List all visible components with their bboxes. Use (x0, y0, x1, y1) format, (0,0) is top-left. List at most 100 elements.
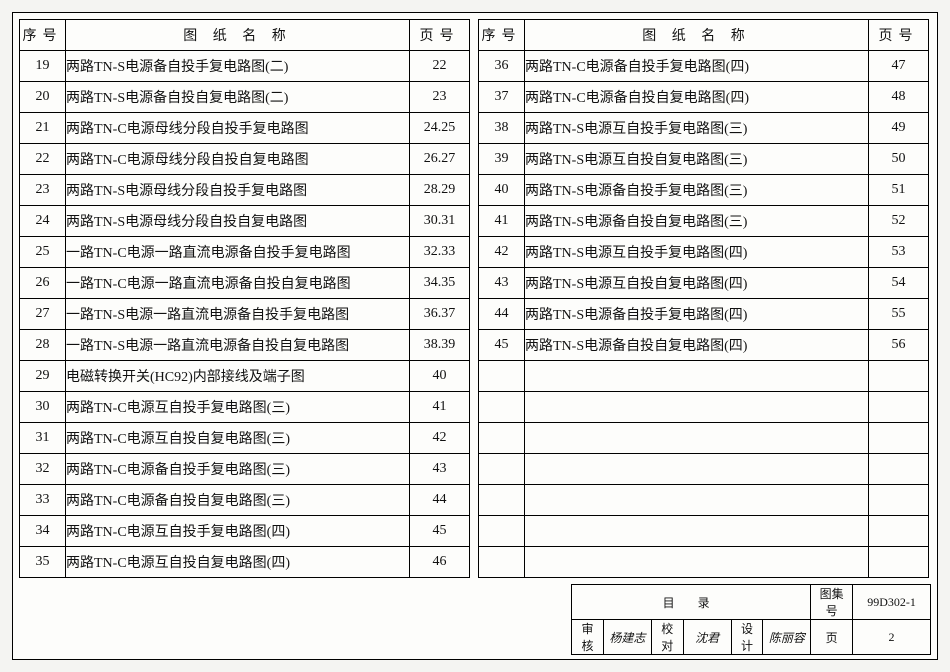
cell-page: 44 (410, 485, 470, 516)
cell-seq: 43 (479, 268, 525, 299)
cell-empty (869, 392, 929, 423)
table-row: 30两路TN-C电源互自投手复电路图(三)41 (20, 392, 470, 423)
cell-name: 两路TN-S电源备自投手复电路图(三) (525, 175, 869, 206)
cell-seq: 21 (20, 113, 66, 144)
cell-seq: 24 (20, 206, 66, 237)
table-row: 40两路TN-S电源备自投手复电路图(三)51 (479, 175, 929, 206)
cell-name: 两路TN-C电源备自投手复电路图(三) (66, 454, 410, 485)
cell-name: 两路TN-C电源互自投手复电路图(四) (66, 516, 410, 547)
cell-empty (525, 423, 869, 454)
cell-page: 24.25 (410, 113, 470, 144)
check-label: 校对 (651, 620, 683, 655)
cell-seq: 26 (20, 268, 66, 299)
cell-name: 两路TN-S电源互自投手复电路图(三) (525, 113, 869, 144)
table-row-empty (479, 392, 929, 423)
cell-name: 两路TN-S电源备自投手复电路图(四) (525, 299, 869, 330)
table-row-empty (479, 454, 929, 485)
table-row: 41两路TN-S电源备自投自复电路图(三)52 (479, 206, 929, 237)
cell-page: 23 (410, 82, 470, 113)
cell-name: 两路TN-S电源母线分段自投手复电路图 (66, 175, 410, 206)
cell-seq: 45 (479, 330, 525, 361)
page-value: 2 (853, 620, 931, 655)
cell-name: 一路TN-C电源一路直流电源备自投自复电路图 (66, 268, 410, 299)
cell-empty (479, 516, 525, 547)
cell-seq: 32 (20, 454, 66, 485)
table-row: 27一路TN-S电源一路直流电源备自投手复电路图36.37 (20, 299, 470, 330)
table-row-empty (479, 361, 929, 392)
cell-page: 54 (869, 268, 929, 299)
cell-seq: 31 (20, 423, 66, 454)
cell-seq: 42 (479, 237, 525, 268)
cell-seq: 40 (479, 175, 525, 206)
col-header-name: 图 纸 名 称 (66, 20, 410, 51)
cell-empty (525, 547, 869, 578)
cell-seq: 38 (479, 113, 525, 144)
title-block-title: 目 录 (572, 585, 811, 620)
table-row: 45两路TN-S电源备自投自复电路图(四)56 (479, 330, 929, 361)
cell-name: 两路TN-C电源备自投自复电路图(三) (66, 485, 410, 516)
cell-seq: 23 (20, 175, 66, 206)
cell-empty (525, 485, 869, 516)
table-row: 44两路TN-S电源备自投手复电路图(四)55 (479, 299, 929, 330)
table-row: 20两路TN-S电源备自投自复电路图(二)23 (20, 82, 470, 113)
toc-table-left: 序号 图 纸 名 称 页号 19两路TN-S电源备自投手复电路图(二)2220两… (19, 19, 470, 578)
cell-empty (479, 423, 525, 454)
cell-name: 一路TN-C电源一路直流电源备自投手复电路图 (66, 237, 410, 268)
table-row: 28一路TN-S电源一路直流电源备自投自复电路图38.39 (20, 330, 470, 361)
cell-page: 55 (869, 299, 929, 330)
cell-empty (525, 516, 869, 547)
cell-empty (525, 454, 869, 485)
cell-name: 两路TN-S电源备自投自复电路图(三) (525, 206, 869, 237)
cell-page: 50 (869, 144, 929, 175)
title-block: 目 录 图集号 99D302-1 审核 杨建志 校对 沈君 设计 陈丽容 页 2 (571, 584, 931, 655)
cell-page: 43 (410, 454, 470, 485)
cell-page: 30.31 (410, 206, 470, 237)
review-label: 审核 (572, 620, 604, 655)
table-row-empty (479, 547, 929, 578)
cell-name: 两路TN-C电源备自投自复电路图(四) (525, 82, 869, 113)
toc-tables: 序号 图 纸 名 称 页号 19两路TN-S电源备自投手复电路图(二)2220两… (19, 19, 931, 577)
design-label: 设计 (731, 620, 763, 655)
table-row: 22两路TN-C电源母线分段自投自复电路图26.27 (20, 144, 470, 175)
cell-page: 48 (869, 82, 929, 113)
cell-seq: 22 (20, 144, 66, 175)
cell-empty (479, 485, 525, 516)
table-row: 36两路TN-C电源备自投手复电路图(四)47 (479, 51, 929, 82)
cell-page: 46 (410, 547, 470, 578)
cell-seq: 41 (479, 206, 525, 237)
col-header-seq: 序号 (479, 20, 525, 51)
table-row-empty (479, 485, 929, 516)
cell-seq: 35 (20, 547, 66, 578)
cell-empty (525, 361, 869, 392)
cell-page: 52 (869, 206, 929, 237)
cell-empty (869, 547, 929, 578)
table-row: 24两路TN-S电源母线分段自投自复电路图30.31 (20, 206, 470, 237)
cell-seq: 30 (20, 392, 66, 423)
cell-name: 两路TN-S电源备自投手复电路图(二) (66, 51, 410, 82)
table-header-row: 序号 图 纸 名 称 页号 (20, 20, 470, 51)
table-row: 38两路TN-S电源互自投手复电路图(三)49 (479, 113, 929, 144)
cell-name: 两路TN-C电源母线分段自投自复电路图 (66, 144, 410, 175)
album-value: 99D302-1 (853, 585, 931, 620)
cell-seq: 36 (479, 51, 525, 82)
cell-page: 34.35 (410, 268, 470, 299)
cell-seq: 29 (20, 361, 66, 392)
cell-page: 42 (410, 423, 470, 454)
table-header-row: 序号 图 纸 名 称 页号 (479, 20, 929, 51)
cell-empty (869, 454, 929, 485)
table-row: 23两路TN-S电源母线分段自投手复电路图28.29 (20, 175, 470, 206)
cell-name: 两路TN-S电源备自投自复电路图(二) (66, 82, 410, 113)
cell-name: 两路TN-C电源备自投手复电路图(四) (525, 51, 869, 82)
page-label: 页 (811, 620, 853, 655)
cell-name: 两路TN-C电源母线分段自投手复电路图 (66, 113, 410, 144)
cell-name: 电磁转换开关(HC92)内部接线及端子图 (66, 361, 410, 392)
cell-page: 45 (410, 516, 470, 547)
col-header-page: 页号 (410, 20, 470, 51)
review-signature: 杨建志 (603, 620, 651, 655)
cell-name: 两路TN-S电源互自投自复电路图(四) (525, 268, 869, 299)
table-row: 19两路TN-S电源备自投手复电路图(二)22 (20, 51, 470, 82)
cell-empty (869, 485, 929, 516)
table-row: 43两路TN-S电源互自投自复电路图(四)54 (479, 268, 929, 299)
cell-name: 一路TN-S电源一路直流电源备自投手复电路图 (66, 299, 410, 330)
cell-seq: 19 (20, 51, 66, 82)
